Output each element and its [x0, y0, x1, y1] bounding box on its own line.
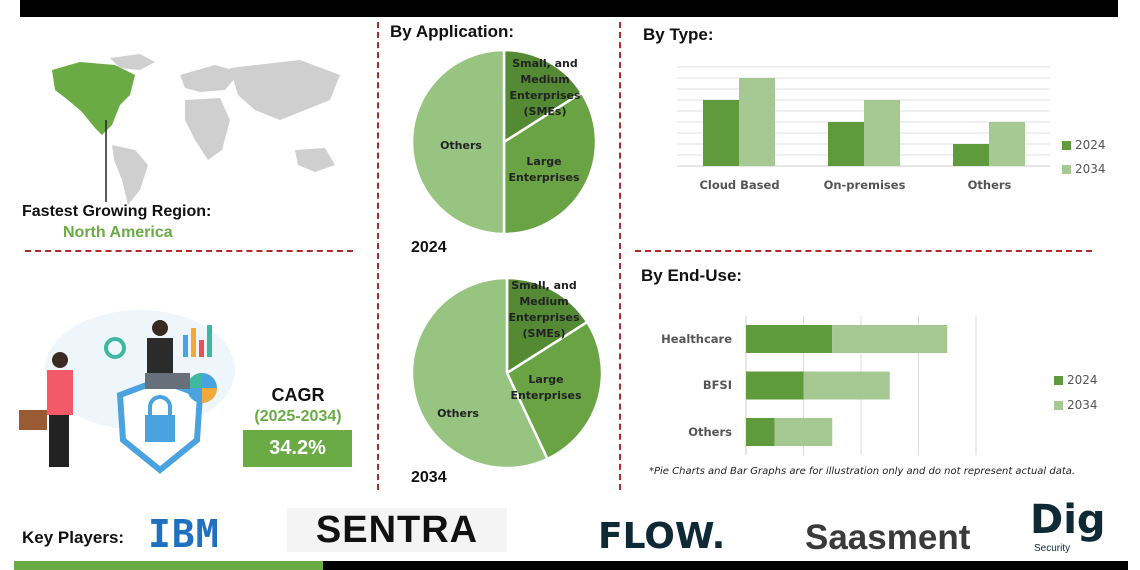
type-bar [989, 122, 1025, 166]
pie-slice [505, 276, 589, 376]
bottom-bar [323, 561, 1128, 570]
enduse-ylabel: Healthcare [661, 332, 732, 346]
pie-slice [502, 90, 598, 236]
divider [619, 22, 621, 490]
pie-slice [410, 48, 506, 236]
enduse-ylabel: BFSI [702, 378, 732, 392]
enduse-title: By End-Use: [641, 266, 743, 285]
title-bar [20, 0, 1118, 17]
enduse-bar [746, 418, 775, 446]
enduse-bar [803, 371, 890, 400]
pie-slice [502, 48, 584, 145]
type-bar [703, 100, 739, 166]
pie-2034-year: 2034 [411, 469, 447, 486]
security-illustration [19, 310, 235, 474]
type-xlabel: Cloud Based [699, 178, 780, 192]
pie-2034-label-large: Large Enterprises [510, 373, 582, 402]
divider [635, 250, 1092, 252]
cagr-value: 34.2% [243, 430, 352, 467]
enduse-bar [746, 371, 804, 400]
type-bar [864, 100, 900, 166]
logo-saasment: Saasment [805, 518, 971, 557]
type-xlabel: On-premises [823, 178, 906, 192]
divider [377, 22, 379, 490]
cagr-label: CAGR [271, 385, 325, 405]
footnote: *Pie Charts and Bar Graphs are for illus… [649, 466, 1076, 477]
type-bar [828, 122, 864, 166]
logo-dig: Dig [1030, 497, 1106, 543]
type-legend-2024: 2024 [1062, 138, 1106, 152]
type-bar [953, 144, 989, 166]
pie-slice [505, 320, 604, 461]
type-bar [739, 78, 775, 166]
type-xlabel: Others [967, 178, 1012, 192]
enduse-bar [774, 418, 833, 446]
region-label: Fastest Growing Region: [22, 203, 212, 220]
enduse-bar [746, 325, 833, 353]
pie-slice [410, 276, 550, 470]
enduse-bar [832, 325, 948, 353]
logo-dig-sub: Security [1034, 543, 1071, 554]
pie-2034-label-smes: Small, and Medium Enterprises (SMEs) [508, 279, 580, 340]
pie-2024-year: 2024 [411, 239, 447, 256]
type-title: By Type: [643, 25, 714, 44]
application-title: By Application: [390, 22, 515, 41]
logo-ibm: IBM [148, 512, 220, 556]
enduse-ylabel: Others [688, 425, 732, 439]
enduse-chart [745, 316, 977, 455]
type-chart [677, 66, 1050, 167]
pie-2024-label-smes: Small, and Medium Enterprises (SMEs) [509, 57, 581, 118]
bottom-bar-accent [14, 561, 323, 570]
pie-2034-label-others: Others [437, 407, 479, 420]
region-value: North America [63, 224, 173, 241]
logo-flow: FLOW. [598, 516, 726, 557]
cagr-period: (2025-2034) [254, 408, 342, 425]
application-pies [410, 48, 604, 470]
type-legend-2034: 2034 [1062, 162, 1106, 176]
key-players-label: Key Players: [22, 528, 125, 547]
enduse-legend-2024: 2024 [1054, 373, 1098, 387]
world-map [52, 54, 340, 205]
pie-2024-label-others: Others [440, 139, 482, 152]
logo-sentra: SENTRA [287, 508, 507, 552]
divider [25, 250, 353, 252]
enduse-legend-2034: 2034 [1054, 398, 1098, 412]
pie-2024-label-large: Large Enterprises [508, 155, 580, 184]
